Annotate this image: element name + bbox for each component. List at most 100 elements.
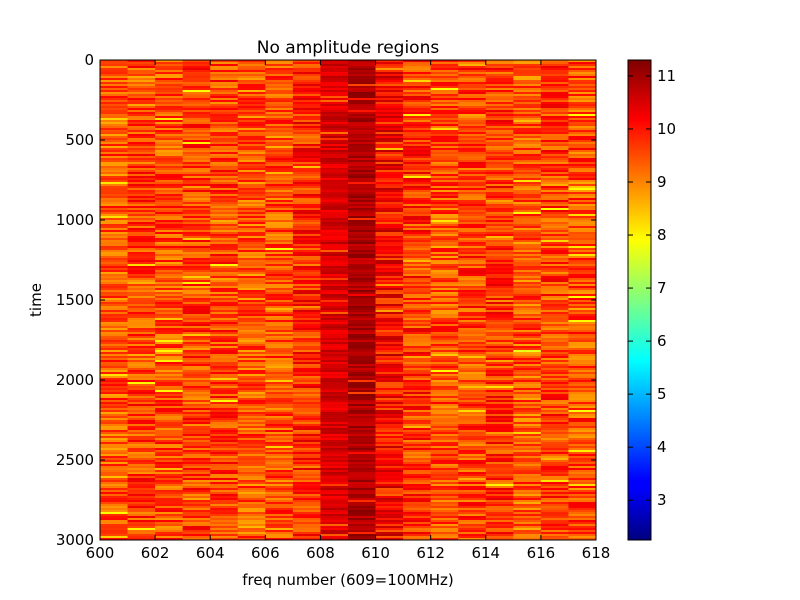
heatmap-cell: [348, 274, 376, 277]
heatmap-cell: [430, 458, 459, 461]
heatmap-cell: [320, 254, 349, 257]
heatmap-cell: [292, 162, 321, 165]
heatmap-cell: [458, 334, 487, 337]
heatmap-cell: [182, 180, 211, 183]
heatmap-cell: [513, 172, 542, 175]
heatmap-cell: [348, 182, 376, 185]
heatmap-cell: [568, 76, 597, 79]
heatmap-cell: [210, 440, 239, 443]
heatmap-cell: [403, 130, 431, 133]
heatmap-cell: [182, 208, 211, 211]
heatmap-cell: [320, 198, 349, 201]
heatmap-cell: [155, 64, 183, 67]
heatmap-cell: [182, 230, 211, 233]
heatmap-cell: [100, 484, 128, 487]
heatmap-cell: [430, 500, 459, 503]
heatmap-cell: [265, 184, 294, 187]
heatmap-cell: [292, 164, 321, 167]
heatmap-cell: [320, 502, 349, 505]
heatmap-cell: [265, 102, 294, 105]
heatmap-cell: [182, 200, 211, 203]
heatmap-cell: [540, 204, 569, 207]
heatmap-cell: [265, 346, 294, 349]
heatmap-cell: [403, 508, 431, 511]
heatmap-cell: [210, 326, 239, 329]
heatmap-cell: [292, 458, 321, 461]
heatmap-cell: [375, 104, 404, 107]
heatmap-cell: [292, 90, 321, 93]
heatmap-cell: [430, 494, 459, 497]
heatmap-cell: [155, 524, 183, 527]
heatmap-cell: [403, 298, 431, 301]
heatmap-cell: [403, 158, 431, 161]
heatmap-cell: [540, 234, 569, 237]
heatmap-cell: [513, 464, 542, 467]
heatmap-cell: [127, 390, 156, 393]
heatmap-cell: [348, 398, 376, 401]
heatmap-cell: [155, 292, 183, 295]
heatmap-cell: [348, 126, 376, 129]
heatmap-cell: [210, 178, 239, 181]
heatmap-cell: [568, 208, 597, 211]
heatmap-cell: [237, 134, 266, 137]
heatmap-cell: [348, 464, 376, 467]
heatmap-cell: [237, 222, 266, 225]
heatmap-cell: [513, 224, 542, 227]
heatmap-cell: [430, 290, 459, 293]
heatmap-cell: [100, 506, 128, 509]
heatmap-cell: [540, 350, 569, 353]
heatmap-cell: [210, 420, 239, 423]
heatmap-cell: [155, 496, 183, 499]
heatmap-cell: [403, 392, 431, 395]
heatmap-cell: [292, 434, 321, 437]
heatmap-cell: [403, 72, 431, 75]
heatmap-cell: [237, 88, 266, 91]
heatmap-cell: [182, 480, 211, 483]
heatmap-cell: [182, 236, 211, 239]
heatmap-cell: [430, 200, 459, 203]
heatmap-cell: [155, 448, 183, 451]
heatmap-cell: [513, 430, 542, 433]
heatmap-cell: [265, 394, 294, 397]
heatmap-cell: [458, 68, 487, 71]
heatmap-cell: [485, 500, 514, 503]
heatmap-cell: [127, 144, 156, 147]
heatmap-cell: [485, 284, 514, 287]
heatmap-cell: [458, 396, 487, 399]
heatmap-cell: [265, 456, 294, 459]
heatmap-cell: [430, 504, 459, 507]
heatmap-cell: [127, 306, 156, 309]
heatmap-cell: [485, 76, 514, 79]
heatmap-cell: [348, 176, 376, 179]
heatmap-cell: [513, 96, 542, 99]
heatmap-cell: [348, 532, 376, 535]
heatmap-cell: [127, 380, 156, 383]
heatmap-cell: [513, 238, 542, 241]
heatmap-cell: [210, 352, 239, 355]
heatmap-cell: [375, 412, 404, 415]
heatmap-cell: [127, 138, 156, 141]
heatmap-cell: [485, 208, 514, 211]
heatmap-cell: [485, 402, 514, 405]
heatmap-cell: [375, 64, 404, 67]
heatmap-cell: [320, 156, 349, 159]
heatmap-cell: [430, 172, 459, 175]
heatmap-cell: [485, 200, 514, 203]
heatmap-cell: [540, 98, 569, 101]
heatmap-cell: [348, 440, 376, 443]
heatmap-cell: [458, 374, 487, 377]
heatmap-cell: [348, 452, 376, 455]
heatmap-cell: [540, 114, 569, 117]
heatmap-cell: [127, 290, 156, 293]
heatmap-cell: [292, 152, 321, 155]
heatmap-cell: [568, 116, 597, 119]
heatmap-cell: [155, 376, 183, 379]
heatmap-cell: [320, 222, 349, 225]
heatmap-cell: [292, 60, 321, 63]
heatmap-cell: [430, 480, 459, 483]
heatmap-cell: [513, 166, 542, 169]
heatmap-cell: [265, 106, 294, 109]
heatmap-cell: [485, 156, 514, 159]
heatmap-cell: [127, 278, 156, 281]
heatmap-cell: [485, 502, 514, 505]
